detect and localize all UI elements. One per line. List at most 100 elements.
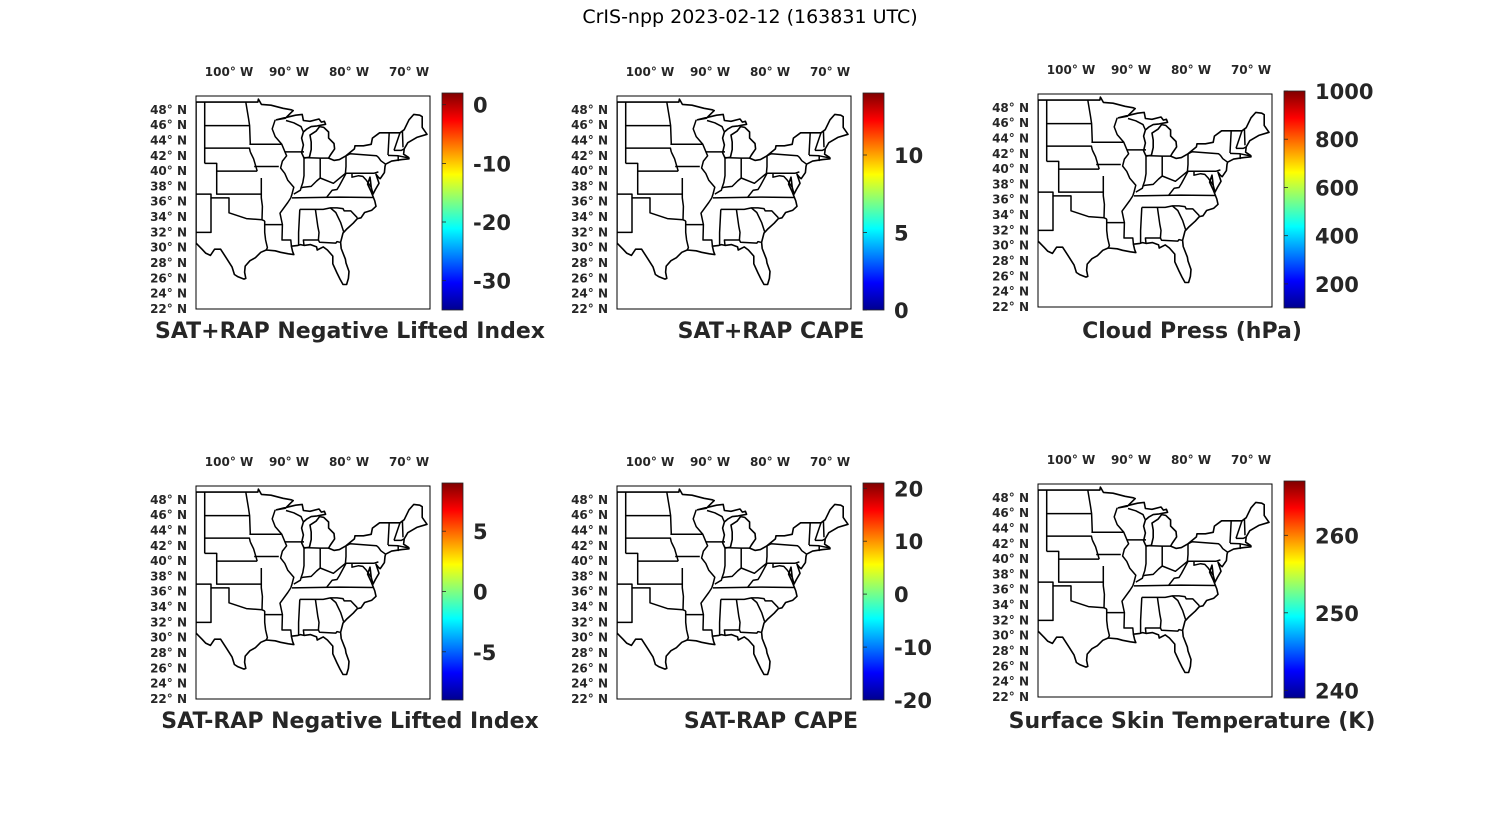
state-border [345,152,387,165]
state-border [204,552,258,562]
state-border [345,542,387,555]
latitude-label: 24° N [992,675,1029,689]
longitude-label: 90° W [690,455,730,469]
latitude-labels: 48° N46° N44° N 42° N40° N38° N 36° N34° N… [992,491,1029,704]
state-border [401,520,404,538]
latitude-label: 28° N [150,256,187,270]
state-border [351,173,372,188]
state-border [766,542,808,555]
state-border [766,152,808,165]
colorbar-tick-label: -5 [473,641,496,665]
state-border [1145,154,1171,157]
map-panel: 100° W 90° W 80° W 70° W 48° N 46° N 44° N 42° … [140,450,620,790]
latitude-label: 30° N [571,241,608,255]
longitude-label: 90° W [690,65,730,79]
panel-title: SAT-RAP CAPE [683,709,859,734]
coastline [1038,96,1270,284]
state-border [1127,117,1147,131]
colorbar-tick-label: 400 [1315,225,1359,249]
state-border [772,563,793,578]
latitude-label: 40° N [150,164,187,178]
latitude-label: 22° N [992,690,1029,704]
colorbar-tick-label: -20 [473,211,511,235]
longitude-label: 100° W [1047,453,1095,467]
state-border [718,209,722,246]
colorbar-tick-label: 0 [473,94,488,118]
state-border [393,132,401,151]
state-border [387,544,410,549]
state-border [692,509,716,615]
latitude-label: 32° N [150,615,187,629]
latitude-labels: 48° N46° N44° N 42° N40° N38° N 36° N34° N… [150,103,187,316]
state-border [692,119,716,225]
state-border [767,561,800,564]
latitude-label: 24° N [571,677,608,691]
state-border [720,597,779,609]
state-border [822,520,825,538]
longitude-label: 90° W [1111,63,1151,77]
colorbar: 260 250 240 [1283,480,1359,703]
state-border [204,147,252,153]
state-border [815,148,826,152]
state-border [721,548,742,579]
state-border [196,583,265,612]
latitude-label: 34° N [150,210,187,224]
state-border [1243,518,1246,536]
state-border [1038,195,1054,232]
map-panel-svg: 100° W 90° W 80° W 70° W 48° N46° N44° N 42° … [992,453,1359,704]
latitude-label: 40° N [150,554,187,568]
state-border [747,563,768,588]
latitude-label: 44° N [992,521,1029,535]
state-border [1235,520,1243,539]
map-panel-svg: 100° W 90° W 80° W 70° W 48° N46° N44° N 42° … [992,63,1373,314]
state-border [1159,237,1183,242]
latitude-label: 44° N [992,131,1029,145]
state-border [1057,559,1104,583]
latitude-label: 26° N [150,271,187,285]
state-border [299,207,358,219]
longitude-label: 70° W [1231,63,1271,77]
state-border [293,548,305,585]
state-border [1171,205,1187,230]
state-borders [1038,489,1252,639]
latitude-label: 38° N [571,179,608,193]
state-border [750,597,766,622]
latitude-label: 26° N [992,659,1029,673]
state-border [617,193,686,222]
latitude-label: 32° N [571,615,608,629]
state-border [297,209,301,246]
state-border [822,130,825,148]
state-border [351,563,372,578]
latitude-label: 38° N [571,569,608,583]
latitude-label: 48° N [571,103,608,117]
latitude-label: 34° N [992,208,1029,222]
state-border [1038,585,1054,622]
state-border [1193,561,1214,576]
state-border [706,119,726,133]
state-border [1193,171,1214,186]
state-border [302,599,320,636]
state-border [1113,507,1137,613]
latitude-label: 28° N [571,256,608,270]
state-border [1159,627,1183,632]
latitude-label: 46° N [571,508,608,522]
state-borders [196,491,410,641]
latitude-label: 38° N [150,569,187,583]
longitude-label: 90° W [269,65,309,79]
state-border [285,119,305,133]
state-border [260,178,264,220]
state-border [1135,546,1147,583]
state-border [747,173,768,198]
longitude-labels: 100° W 90° W 80° W 70° W [205,455,429,469]
longitude-label: 80° W [750,455,790,469]
latitude-label: 28° N [150,646,187,660]
state-border [1141,595,1200,607]
colorbar-tick-label: -20 [894,689,932,713]
colorbar-gradient [441,92,464,311]
longitude-label: 80° W [750,65,790,79]
state-border [1133,194,1216,197]
coastline [196,98,428,286]
state-border [317,629,341,634]
longitude-labels: 100° W 90° W 80° W 70° W [626,65,850,79]
state-border [317,239,341,244]
